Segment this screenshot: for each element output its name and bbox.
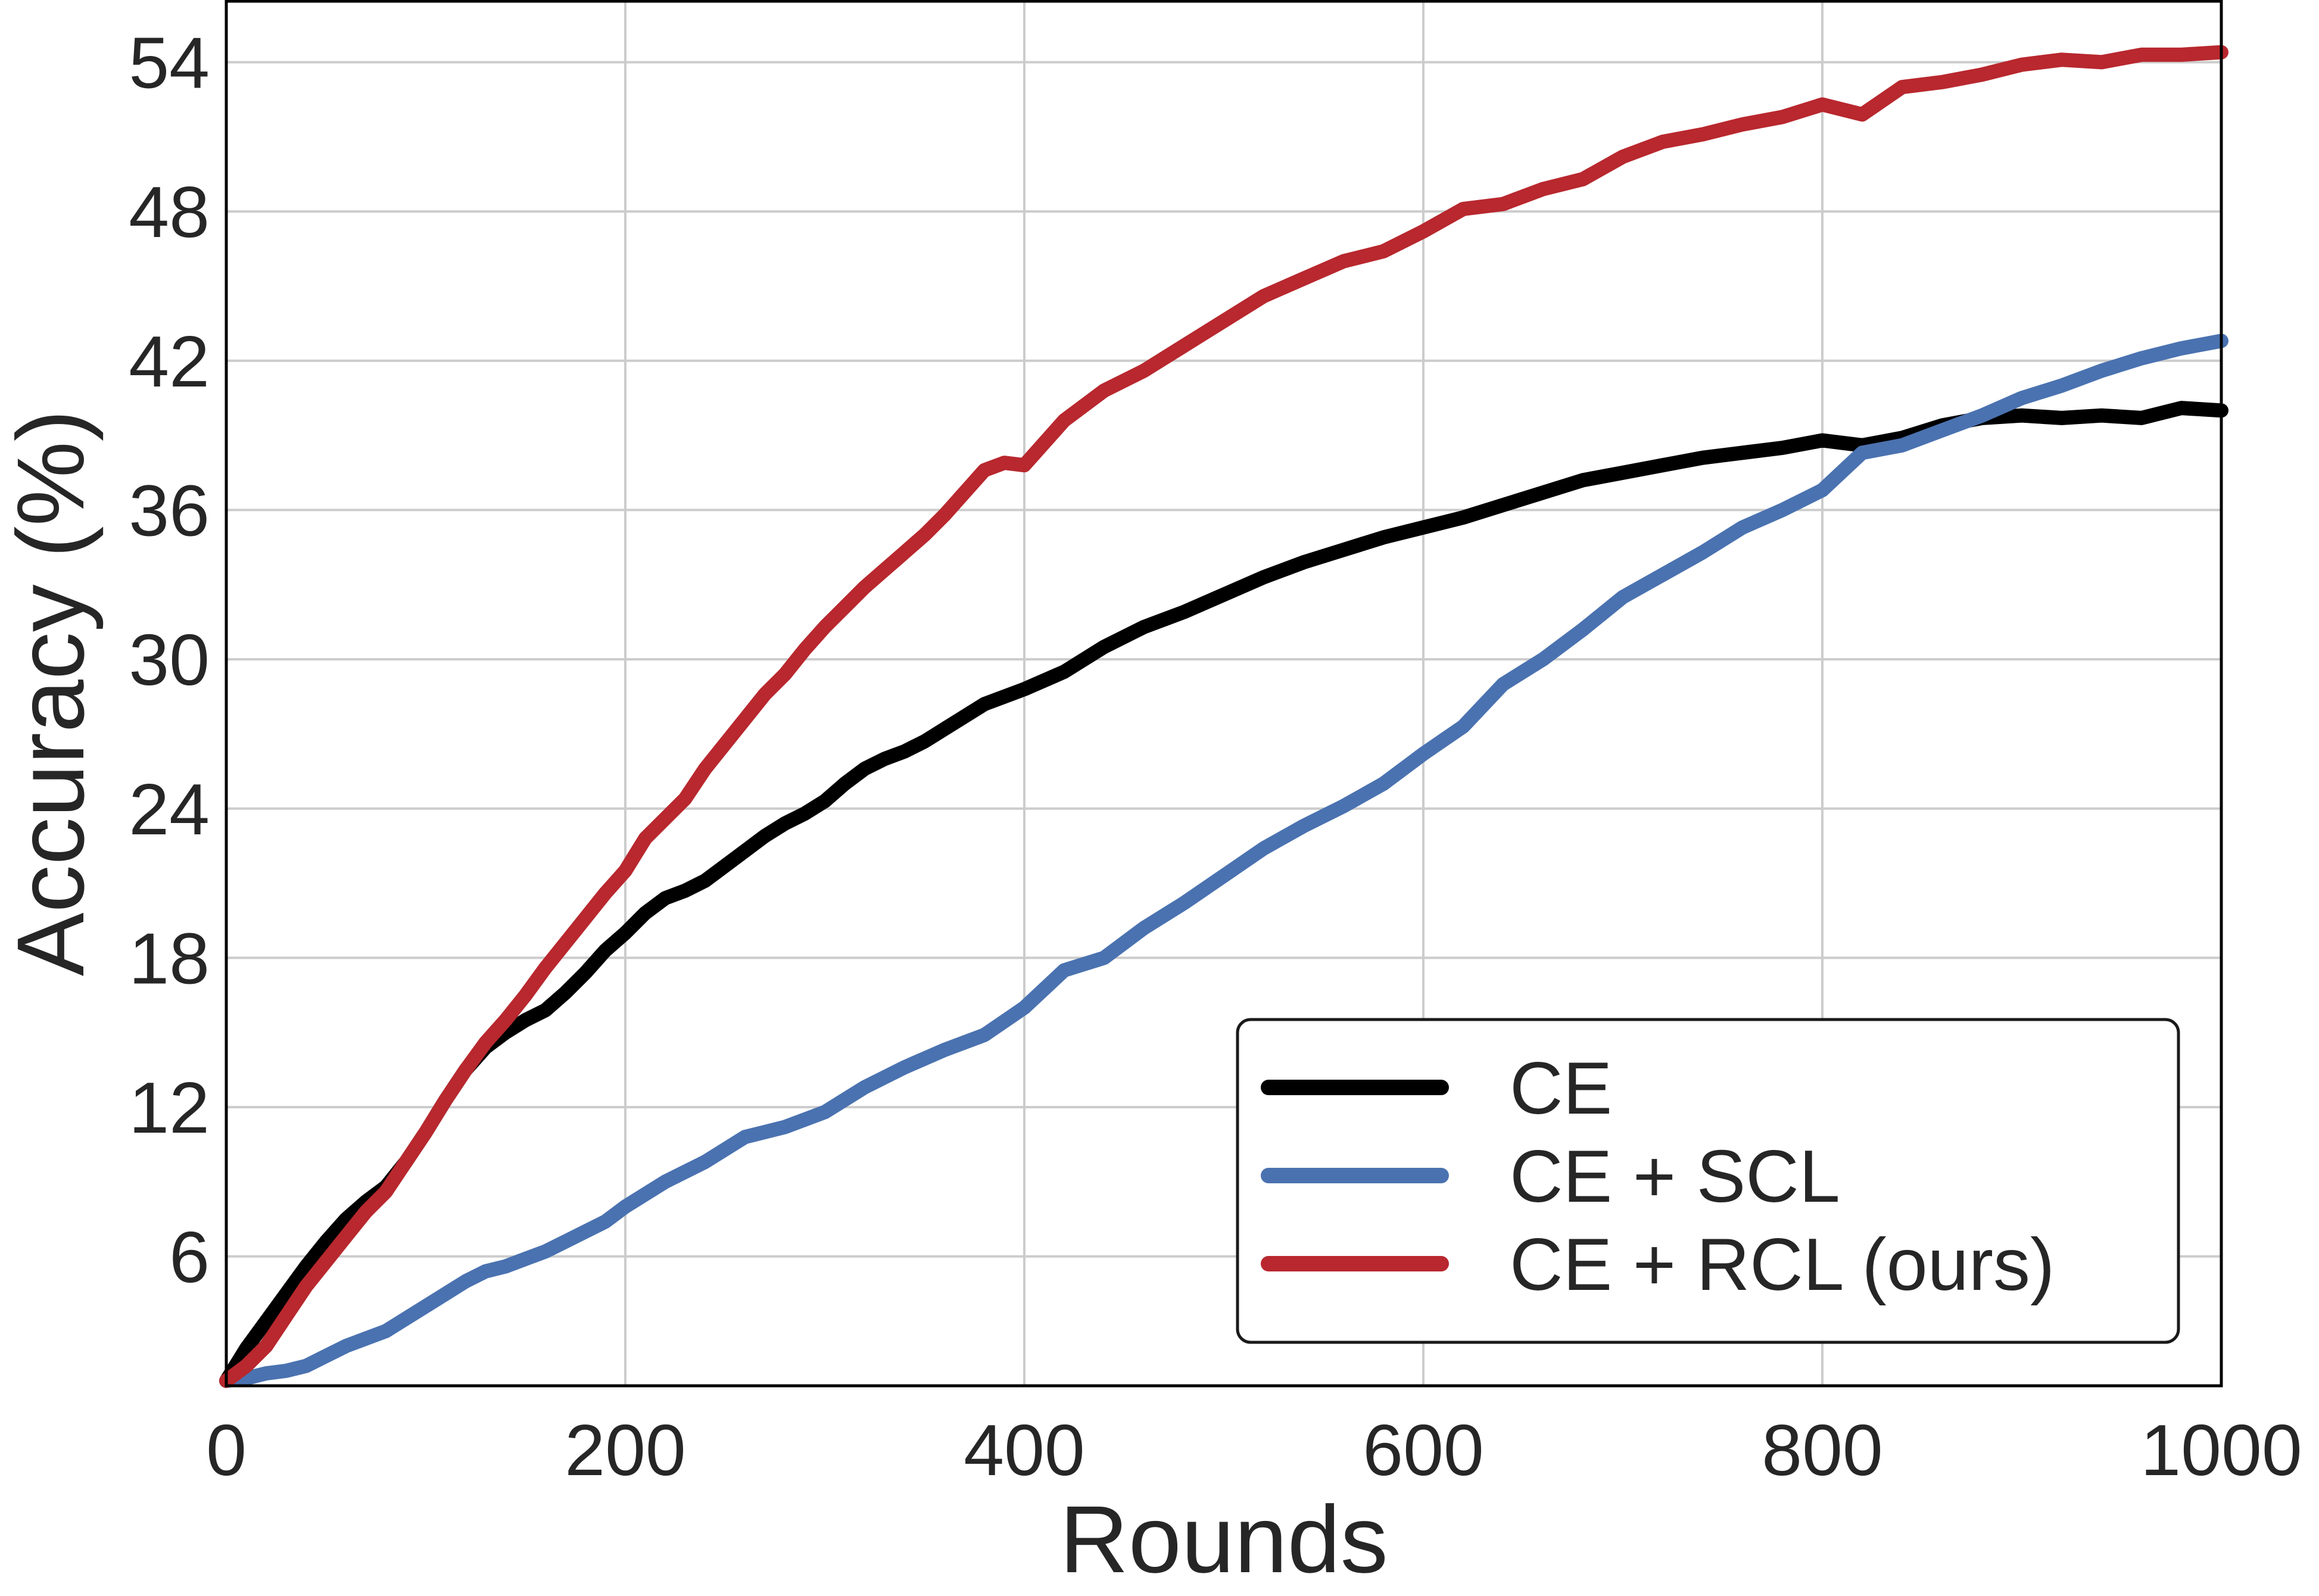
x-tick-label: 400: [964, 1410, 1085, 1491]
y-tick-labels: 6 12 18 24 30 36 42 48 54: [129, 22, 210, 1297]
y-axis-label: Accuracy (%): [0, 410, 104, 976]
x-tick-label: 0: [206, 1410, 247, 1491]
y-tick-label: 48: [129, 172, 210, 253]
legend-label: CE + RCL (ours): [1510, 1224, 2055, 1306]
series-lines: [219, 45, 2228, 1388]
series-line-2: [219, 333, 2228, 1388]
legend-box: [1236, 1018, 2180, 1344]
y-tick-label: 54: [129, 22, 210, 103]
x-tick-label: 200: [565, 1410, 686, 1491]
x-tick-label: 800: [1762, 1410, 1883, 1491]
y-tick-label: 12: [129, 1067, 210, 1148]
plot-frame: [225, 0, 2223, 1388]
y-tick-label: 24: [129, 769, 210, 850]
series-line-3: [219, 45, 2228, 1388]
x-tick-label: 600: [1363, 1410, 1484, 1491]
x-axis-label: Rounds: [1059, 1486, 1388, 1592]
grid-lines: [226, 0, 2221, 1386]
x-tick-labels: 0 200 400 600 800 1000: [206, 1410, 2302, 1491]
y-tick-label: 18: [129, 918, 210, 999]
y-tick-label: 42: [129, 321, 210, 402]
y-tick-label: 6: [169, 1217, 210, 1298]
legend-label: CE + SCL: [1510, 1136, 1840, 1218]
y-tick-label: 36: [129, 470, 210, 551]
legend-label: CE: [1510, 1048, 1612, 1130]
x-tick-label: 1000: [2140, 1410, 2302, 1491]
y-tick-label: 30: [129, 619, 210, 700]
